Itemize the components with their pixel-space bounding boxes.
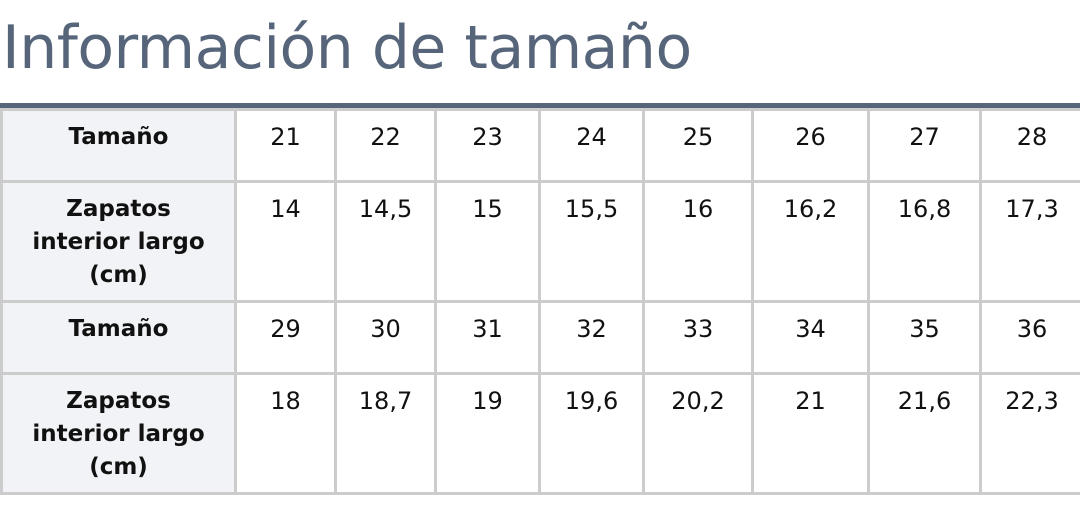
table-cell: 28 <box>979 108 1080 183</box>
table-cell: 16,2 <box>751 180 870 303</box>
table-cell: 16 <box>642 180 754 303</box>
table-cell: 29 <box>234 300 337 375</box>
row-header: Tamaño <box>0 300 237 375</box>
table-row: Zapatos interior largo (cm) 18 18,7 19 19,6 2… <box>0 372 1080 495</box>
table-cell: 30 <box>334 300 437 375</box>
page-title: Información de tamaño <box>2 13 692 83</box>
table-cell: 20,2 <box>642 372 754 495</box>
table-cell: 22,3 <box>979 372 1080 495</box>
table-cell: 21 <box>751 372 870 495</box>
table-cell: 26 <box>751 108 870 183</box>
table-cell: 21,6 <box>867 372 982 495</box>
table-cell: 14 <box>234 180 337 303</box>
table-cell: 19,6 <box>538 372 645 495</box>
table-cell: 15,5 <box>538 180 645 303</box>
table-row: Tamaño 29 30 31 32 33 34 35 36 <box>0 300 1080 375</box>
table-cell: 14,5 <box>334 180 437 303</box>
table-cell: 35 <box>867 300 982 375</box>
row-header: Tamaño <box>0 108 237 183</box>
table-cell: 27 <box>867 108 982 183</box>
row-header: Zapatos interior largo (cm) <box>0 372 237 495</box>
table-cell: 34 <box>751 300 870 375</box>
table-cell: 15 <box>434 180 541 303</box>
table-cell: 17,3 <box>979 180 1080 303</box>
row-header: Zapatos interior largo (cm) <box>0 180 237 303</box>
table-cell: 25 <box>642 108 754 183</box>
table-cell: 16,8 <box>867 180 982 303</box>
table-cell: 24 <box>538 108 645 183</box>
table-cell: 33 <box>642 300 754 375</box>
table-cell: 22 <box>334 108 437 183</box>
size-table: Tamaño 21 22 23 24 25 26 27 28 Zapatos interior l… <box>0 108 1080 495</box>
table-cell: 19 <box>434 372 541 495</box>
table-cell: 36 <box>979 300 1080 375</box>
table-cell: 18,7 <box>334 372 437 495</box>
title-divider <box>0 103 1080 108</box>
table-cell: 23 <box>434 108 541 183</box>
table-row: Zapatos interior largo (cm) 14 14,5 15 15,5 1… <box>0 180 1080 303</box>
table-row: Tamaño 21 22 23 24 25 26 27 28 <box>0 108 1080 183</box>
table-cell: 31 <box>434 300 541 375</box>
table-cell: 32 <box>538 300 645 375</box>
table-cell: 18 <box>234 372 337 495</box>
table-cell: 21 <box>234 108 337 183</box>
